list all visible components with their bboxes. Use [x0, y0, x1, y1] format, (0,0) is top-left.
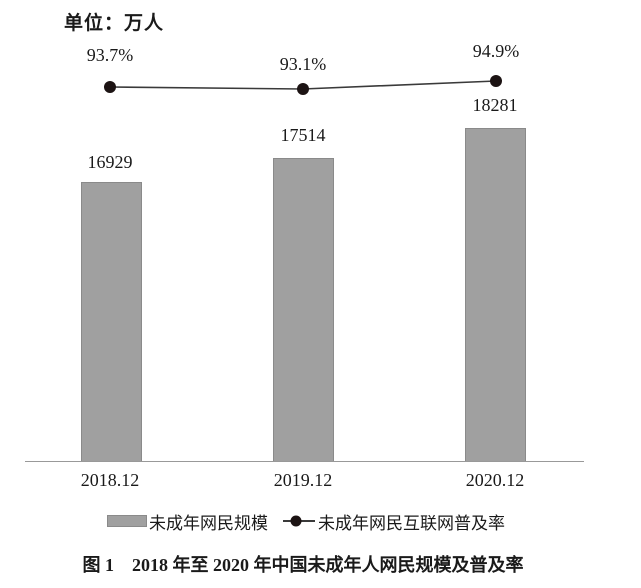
- data-point-dot-2019: [297, 83, 309, 95]
- legend-line-label: 未成年网民互联网普及率: [318, 513, 505, 533]
- legend-line-marker-icon: [283, 515, 315, 527]
- bar-2019-12: [273, 158, 334, 462]
- bar-2018-12: [81, 182, 142, 462]
- bar-2020-12: [465, 128, 526, 462]
- data-point-dot-2020: [490, 75, 502, 87]
- legend: 未成年网民规模 未成年网民互联网普及率: [107, 509, 505, 533]
- legend-bar-swatch-icon: [107, 515, 147, 527]
- unit-label: 单位：万人: [64, 13, 165, 34]
- bar-value-label-2020: 18281: [472, 95, 518, 115]
- bar-value-label-2018: 16929: [87, 152, 133, 172]
- trend-line: [109, 80, 497, 90]
- percent-label-2018: 93.7%: [86, 45, 134, 65]
- x-axis-label-2019: 2019.12: [273, 470, 333, 490]
- percent-label-2019: 93.1%: [279, 54, 327, 74]
- data-point-dot-2018: [104, 81, 116, 93]
- x-axis-label-2020: 2020.12: [465, 470, 525, 490]
- bar-value-label-2019: 17514: [280, 125, 326, 145]
- figure-caption: 图 1 2018 年至 2020 年中国未成年人网民规模及普及率: [82, 555, 524, 575]
- x-axis-line: [25, 461, 584, 462]
- x-axis-label-2018: 2018.12: [80, 470, 140, 490]
- legend-bar-label: 未成年网民规模: [149, 513, 268, 533]
- percent-label-2020: 94.9%: [472, 41, 520, 61]
